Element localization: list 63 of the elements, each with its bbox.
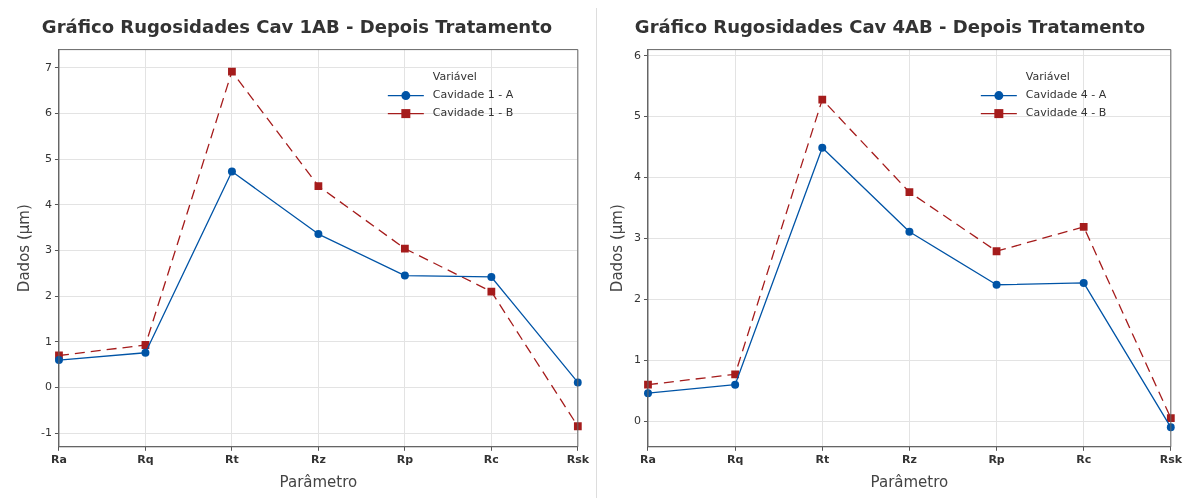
x-tick-label: Rq xyxy=(726,453,744,467)
x-axis-title: Parâmetro xyxy=(279,472,358,491)
chart-title: Gráfico Rugosidades Cav 1AB - Depois Tratamento xyxy=(41,16,553,38)
y-axis-title: Dados (µm) xyxy=(14,204,33,293)
x-tick-label: Rz xyxy=(901,453,917,467)
point xyxy=(314,230,323,239)
y-tick-label: -1 xyxy=(41,425,52,439)
legend-label: Cavidade 1 - B xyxy=(432,106,514,120)
point xyxy=(487,287,496,296)
point xyxy=(228,67,236,76)
y-tick-label: 4 xyxy=(44,197,52,211)
x-tick-label: Rc xyxy=(1076,453,1092,467)
point xyxy=(1079,222,1088,231)
y-tick-label: 3 xyxy=(634,231,641,245)
legend-label: Cavidade 4 - A xyxy=(1025,88,1107,102)
y-tick-label: 5 xyxy=(44,152,52,166)
y-tick-label: 5 xyxy=(634,109,641,123)
legend-title: Variável xyxy=(432,70,477,84)
point xyxy=(731,370,740,379)
legend-label: Cavidade 4 - B xyxy=(1025,106,1107,120)
point xyxy=(314,182,323,190)
y-tick-label: 7 xyxy=(44,60,52,74)
x-tick-label: Ra xyxy=(640,453,656,467)
x-tick-label: Rp xyxy=(988,453,1005,467)
point xyxy=(227,167,236,176)
point xyxy=(818,143,827,152)
point xyxy=(731,380,740,389)
point xyxy=(818,95,827,104)
y-tick-label: 2 xyxy=(44,289,52,302)
y-tick-label: 1 xyxy=(634,353,641,367)
x-tick-label: Rt xyxy=(815,453,830,467)
y-tick-label: 0 xyxy=(44,380,52,394)
point xyxy=(905,227,914,236)
x-axis-title: Parâmetro xyxy=(870,472,949,491)
y-axis-title: Dados (µm) xyxy=(607,204,626,293)
y-tick-label: 6 xyxy=(44,106,52,120)
point xyxy=(487,272,496,281)
x-tick-label: Rz xyxy=(310,453,326,467)
point xyxy=(992,247,1001,256)
y-tick-label: 0 xyxy=(634,414,641,428)
y-tick-label: 6 xyxy=(634,48,641,62)
point xyxy=(992,280,1001,289)
point xyxy=(141,348,150,357)
point xyxy=(400,271,409,280)
legend-title: Variável xyxy=(1025,70,1070,84)
point xyxy=(573,422,582,431)
point xyxy=(400,244,409,253)
legend-label: Cavidade 1 - A xyxy=(432,88,514,102)
x-tick-label: Rq xyxy=(137,453,154,467)
x-tick-label: Rt xyxy=(225,453,239,467)
y-tick-label: 3 xyxy=(44,243,52,257)
x-tick-label: Rc xyxy=(483,453,499,467)
x-tick-label: Rsk xyxy=(566,453,590,467)
chart-title: Gráfico Rugosidades Cav 4AB - Depois Tratamento xyxy=(634,16,1146,38)
point xyxy=(905,188,914,197)
y-tick-label: 1 xyxy=(44,334,52,348)
point xyxy=(1079,278,1088,287)
y-tick-label: 2 xyxy=(634,292,641,306)
x-tick-label: Ra xyxy=(51,453,67,467)
x-tick-label: Rsk xyxy=(1159,453,1183,467)
y-tick-label: 4 xyxy=(634,170,641,184)
x-tick-label: Rp xyxy=(396,453,414,467)
point xyxy=(1166,414,1175,423)
